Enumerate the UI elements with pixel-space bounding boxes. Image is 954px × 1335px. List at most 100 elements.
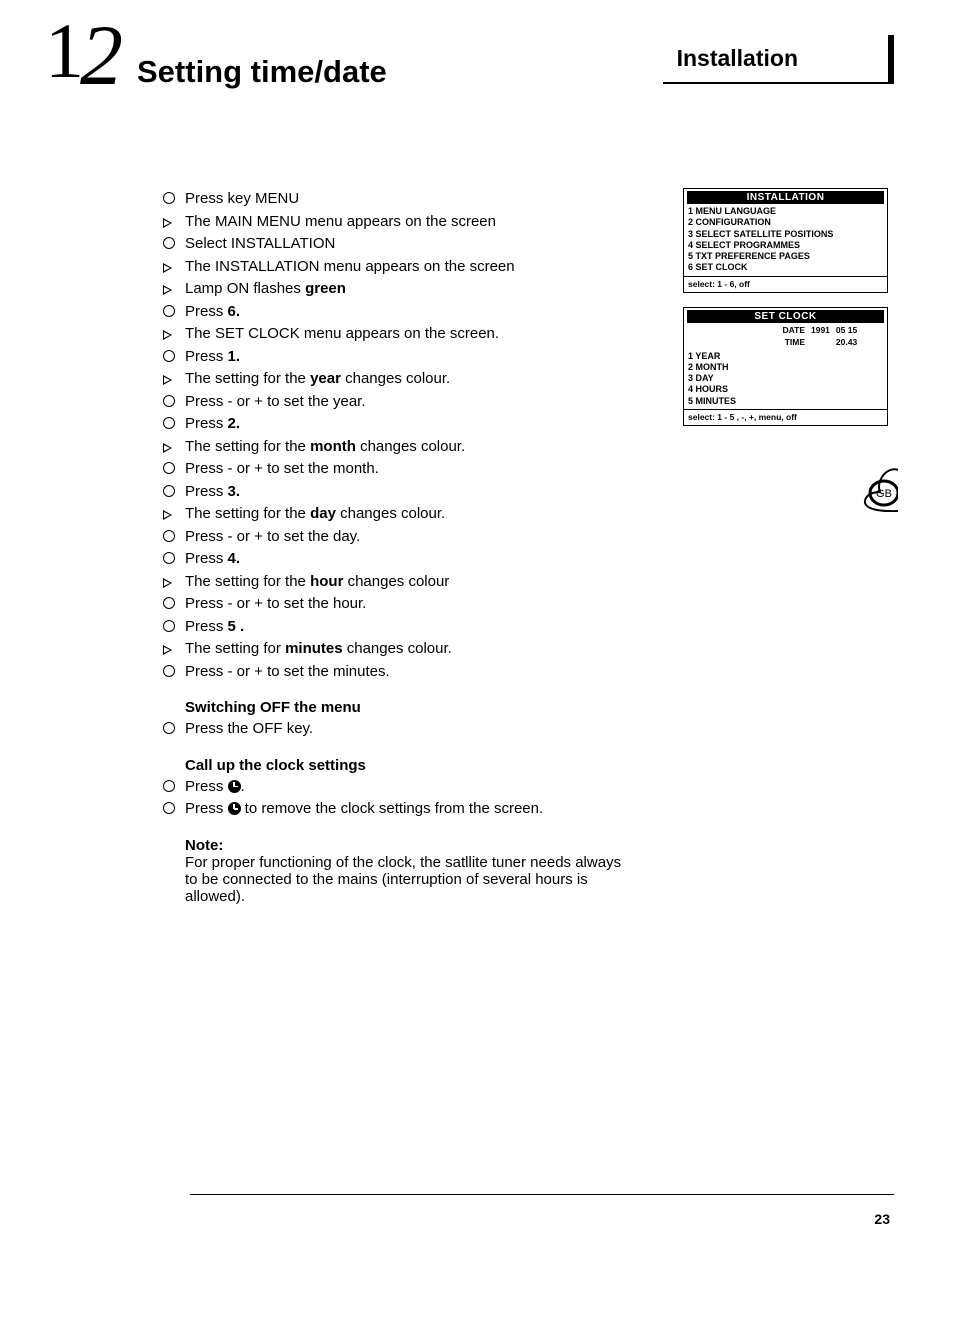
step-text: Press to remove the clock settings from … [185, 798, 543, 821]
step-text: Press key MENU [185, 188, 299, 211]
triangle-bullet-icon [163, 328, 185, 338]
language-tab-gb: GB [858, 468, 898, 512]
clock-icon [228, 780, 241, 793]
circle-bullet-icon [163, 349, 185, 361]
step-row: Press - or + to set the month. [163, 458, 663, 481]
setclock-date-md: 05 15 [836, 325, 857, 335]
step-row: The setting for minutes changes colour. [163, 638, 663, 661]
screen-line: 4 SELECT PROGRAMMES [688, 240, 883, 251]
step-text: Press 6. [185, 301, 240, 324]
step-text: Press 2. [185, 413, 240, 436]
step-text: Press 4. [185, 548, 240, 571]
step-row: Press to remove the clock settings from … [163, 798, 663, 821]
step-row: Press - or + to set the year. [163, 391, 663, 414]
clock-icon [228, 802, 241, 815]
step-text: The INSTALLATION menu appears on the scr… [185, 256, 515, 279]
screen-installation: INSTALLATION 1 MENU LANGUAGE2 CONFIGURAT… [683, 188, 888, 293]
screen-line: 1 YEAR [688, 351, 883, 362]
step-row: Select INSTALLATION [163, 233, 663, 256]
step-text: Press - or + to set the minutes. [185, 661, 390, 684]
manual-page: 1 2 Setting time/date Installation Press… [0, 0, 954, 1335]
step-text: Select INSTALLATION [185, 233, 335, 256]
circle-bullet-icon [163, 304, 185, 316]
step-row: Lamp ON flashes green [163, 278, 663, 301]
step-text: Press 3. [185, 481, 240, 504]
step-row: The setting for the hour changes colour [163, 571, 663, 594]
circle-bullet-icon [163, 721, 185, 733]
setclock-time-value: 20.43 [836, 337, 857, 347]
screen-installation-footer: select: 1 - 6, off [684, 276, 887, 292]
step-row: The INSTALLATION menu appears on the scr… [163, 256, 663, 279]
bottom-rule [190, 1194, 894, 1195]
page-heading: 1 2 Setting time/date [45, 20, 387, 98]
step-row: Press . [163, 776, 663, 799]
step-text: Press - or + to set the year. [185, 391, 366, 414]
step-text: The setting for the year changes colour. [185, 368, 450, 391]
circle-bullet-icon [163, 416, 185, 428]
note-body: For proper functioning of the clock, the… [185, 854, 621, 905]
screen-installation-title: INSTALLATION [687, 191, 884, 204]
triangle-bullet-icon [163, 508, 185, 518]
circle-bullet-icon [163, 801, 185, 813]
circle-bullet-icon [163, 191, 185, 203]
note-block: Note: For proper functioning of the cloc… [185, 837, 625, 905]
heading-digit-2: 2 [80, 17, 123, 94]
step-text: Press . [185, 776, 245, 799]
step-row: The setting for the month changes colour… [163, 436, 663, 459]
triangle-bullet-icon [163, 261, 185, 271]
call-up-title: Call up the clock settings [185, 757, 663, 774]
step-row: Press - or + to set the hour. [163, 593, 663, 616]
circle-bullet-icon [163, 461, 185, 473]
step-text: Press - or + to set the month. [185, 458, 379, 481]
step-row: The setting for the year changes colour. [163, 368, 663, 391]
triangle-bullet-icon [163, 576, 185, 586]
section-label-box: Installation [663, 35, 894, 84]
heading-digit-1: 1 [45, 12, 78, 90]
step-text: The SET CLOCK menu appears on the screen… [185, 323, 499, 346]
screen-installation-body: 1 MENU LANGUAGE2 CONFIGURATION3 SELECT S… [684, 204, 887, 276]
step-text: Press - or + to set the hour. [185, 593, 366, 616]
circle-bullet-icon [163, 394, 185, 406]
step-text: Lamp ON flashes green [185, 278, 346, 301]
triangle-bullet-icon [163, 216, 185, 226]
circle-bullet-icon [163, 664, 185, 676]
step-text: Press 5 . [185, 616, 244, 639]
step-row: Press 3. [163, 481, 663, 504]
triangle-bullet-icon [163, 643, 185, 653]
screen-setclock-footer: select: 1 - 5 , -, +, menu, off [684, 409, 887, 425]
step-text: Press 1. [185, 346, 240, 369]
setclock-date-year: 1991 [811, 325, 830, 335]
step-text: The setting for minutes changes colour. [185, 638, 452, 661]
triangle-bullet-icon [163, 441, 185, 451]
step-row: Press 5 . [163, 616, 663, 639]
screen-line: 2 MONTH [688, 362, 883, 373]
triangle-bullet-icon [163, 373, 185, 383]
screen-line: 6 SET CLOCK [688, 262, 883, 273]
screen-previews: INSTALLATION 1 MENU LANGUAGE2 CONFIGURAT… [683, 188, 888, 440]
screen-line: 3 DAY [688, 373, 883, 384]
note-title: Note: [185, 837, 223, 854]
step-text: Press - or + to set the day. [185, 526, 360, 549]
setclock-time-label: TIME [688, 337, 811, 347]
instruction-steps: Press key MENUThe MAIN MENU menu appears… [163, 188, 663, 905]
circle-bullet-icon [163, 484, 185, 496]
step-text: The setting for the hour changes colour [185, 571, 449, 594]
setclock-date-label: DATE [688, 325, 811, 335]
screen-line: 3 SELECT SATELLITE POSITIONS [688, 229, 883, 240]
step-text: The setting for the month changes colour… [185, 436, 465, 459]
screen-line: 2 CONFIGURATION [688, 217, 883, 228]
step-row: The MAIN MENU menu appears on the screen [163, 211, 663, 234]
screen-line: 1 MENU LANGUAGE [688, 206, 883, 217]
screen-setclock: SET CLOCK DATE 1991 05 15 TIME 1991 20.4… [683, 307, 888, 426]
circle-bullet-icon [163, 529, 185, 541]
step-row: Press - or + to set the minutes. [163, 661, 663, 684]
step-row: Press 4. [163, 548, 663, 571]
screen-line: 4 HOURS [688, 384, 883, 395]
circle-bullet-icon [163, 779, 185, 791]
svg-text:GB: GB [876, 488, 892, 500]
screen-line: 5 TXT PREFERENCE PAGES [688, 251, 883, 262]
circle-bullet-icon [163, 596, 185, 608]
circle-bullet-icon [163, 619, 185, 631]
step-row: Press the OFF key. [163, 718, 663, 741]
step-row: Press 2. [163, 413, 663, 436]
